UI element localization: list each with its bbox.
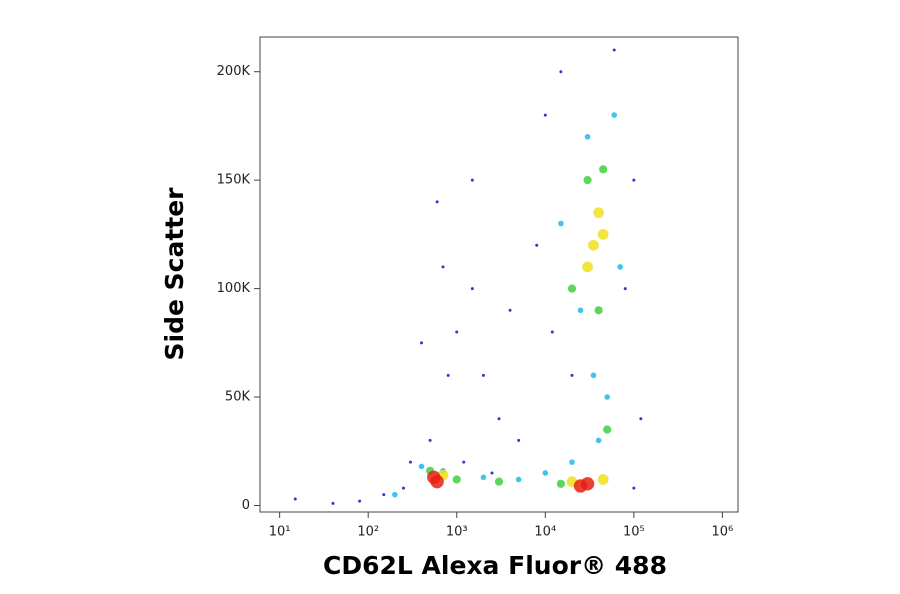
point xyxy=(594,306,603,315)
point xyxy=(455,330,459,334)
point xyxy=(497,417,501,421)
point xyxy=(599,165,608,174)
y-tick-label: 150K xyxy=(217,173,251,188)
point xyxy=(490,471,494,475)
point xyxy=(603,425,612,434)
y-tick-label: 50K xyxy=(225,390,251,405)
point xyxy=(535,243,539,247)
point xyxy=(515,476,522,483)
point xyxy=(583,176,592,185)
point xyxy=(556,479,565,488)
point xyxy=(480,474,487,481)
point xyxy=(632,178,636,182)
point xyxy=(632,486,636,490)
point xyxy=(508,308,512,312)
point xyxy=(582,261,593,273)
point xyxy=(435,200,439,204)
point xyxy=(452,475,461,484)
point xyxy=(428,438,432,442)
point xyxy=(577,307,584,314)
point xyxy=(331,501,335,505)
point xyxy=(401,486,405,490)
x-tick-label: 10⁴ xyxy=(534,525,556,540)
point xyxy=(604,394,610,400)
point xyxy=(590,372,597,379)
point xyxy=(611,112,618,118)
point xyxy=(558,220,564,227)
point xyxy=(617,264,623,270)
point xyxy=(446,373,450,377)
x-tick-label: 10⁵ xyxy=(623,525,645,540)
point xyxy=(588,239,599,251)
point xyxy=(569,459,575,465)
point xyxy=(358,499,362,503)
x-tick-label: 10³ xyxy=(446,525,468,540)
x-tick-label: 10¹ xyxy=(269,525,291,540)
point xyxy=(593,207,605,219)
point xyxy=(481,373,485,377)
point xyxy=(597,228,609,240)
x-axis-title: CD62L Alexa Fluor® 488 xyxy=(323,551,667,580)
y-tick-label: 0 xyxy=(242,498,250,513)
y-axis-title: Side Scatter xyxy=(160,187,189,361)
point xyxy=(418,463,425,470)
point xyxy=(392,491,398,498)
point xyxy=(382,493,386,497)
point xyxy=(470,287,474,291)
point xyxy=(597,474,609,485)
point xyxy=(573,479,588,493)
x-tick-label: 10⁶ xyxy=(712,525,734,540)
point xyxy=(612,48,616,52)
point xyxy=(550,330,554,334)
point xyxy=(542,470,549,476)
point xyxy=(494,477,504,486)
point xyxy=(584,133,591,140)
x-tick-label: 10² xyxy=(357,525,379,540)
point xyxy=(623,287,627,291)
point xyxy=(517,438,521,442)
point xyxy=(639,417,643,421)
point xyxy=(595,437,602,444)
point xyxy=(293,497,297,501)
point xyxy=(420,341,424,345)
point xyxy=(430,474,444,489)
point xyxy=(559,70,563,74)
point xyxy=(543,113,547,117)
point xyxy=(408,460,412,464)
point xyxy=(570,373,574,377)
point xyxy=(470,178,474,182)
point xyxy=(462,460,466,464)
y-tick-label: 100K xyxy=(217,281,251,296)
y-tick-label: 200K xyxy=(217,64,251,79)
point xyxy=(441,265,445,269)
point xyxy=(567,284,577,293)
plot-frame xyxy=(259,36,739,513)
